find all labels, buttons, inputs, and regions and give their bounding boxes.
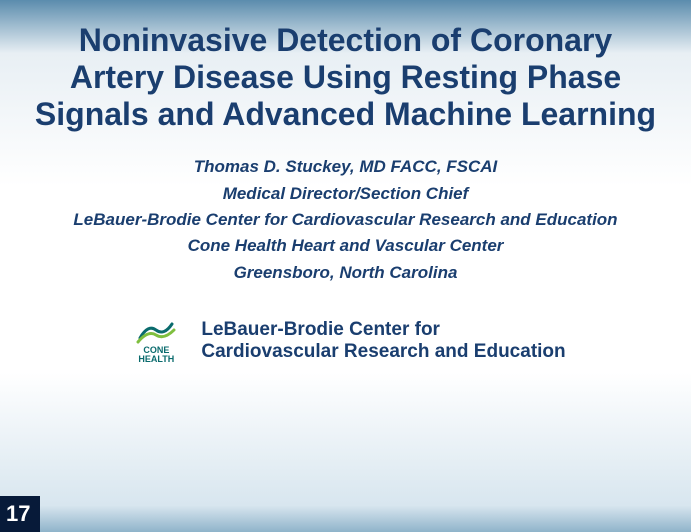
author-affiliation-1: LeBauer-Brodie Center for Cardiovascular… [73,207,617,233]
institution-logo-text: LeBauer-Brodie Center for Cardiovascular… [201,319,565,363]
logo-text-line2: Cardiovascular Research and Education [201,341,565,363]
author-role: Medical Director/Section Chief [73,181,617,207]
author-location: Greensboro, North Carolina [73,260,617,286]
cone-logo-text: CONE HEALTH [138,346,174,364]
logo-row: CONE HEALTH LeBauer-Brodie Center for Ca… [115,312,575,370]
logo-text-line1: LeBauer-Brodie Center for [201,319,565,341]
cone-logo-line2: HEALTH [138,355,174,364]
author-block: Thomas D. Stuckey, MD FACC, FSCAI Medica… [73,154,617,286]
author-affiliation-2: Cone Health Heart and Vascular Center [73,233,617,259]
slide-title: Noninvasive Detection of Coronary Artery… [0,22,691,132]
cone-health-logo: CONE HEALTH [125,316,187,366]
cone-logo-icon [136,318,176,344]
slide-container: Noninvasive Detection of Coronary Artery… [0,0,691,532]
author-name: Thomas D. Stuckey, MD FACC, FSCAI [73,154,617,180]
corner-badge: 17 [0,496,40,532]
